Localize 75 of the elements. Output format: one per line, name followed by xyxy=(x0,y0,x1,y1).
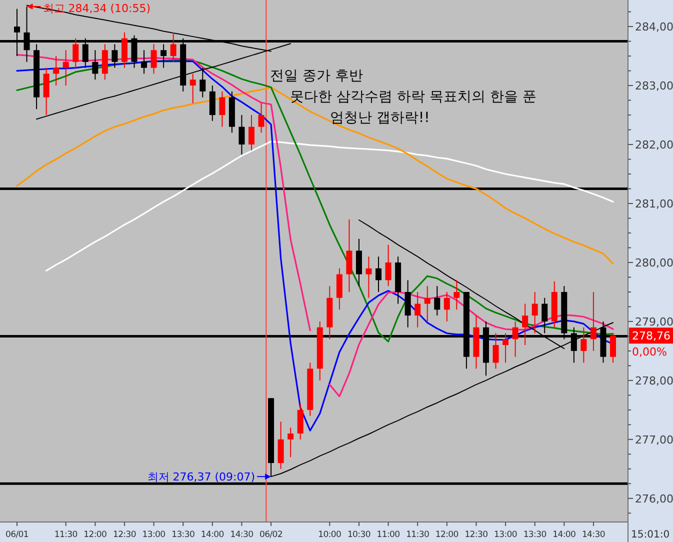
y-tick-label: 277,00 xyxy=(635,433,673,446)
x-tick-label: 13:00 xyxy=(142,530,166,540)
x-tick-label: 13:30 xyxy=(172,530,195,540)
candlestick xyxy=(53,56,60,86)
x-tick-label: 14:30 xyxy=(230,530,254,540)
x-tick-label: 11:30 xyxy=(54,530,78,540)
candlestick xyxy=(346,218,352,292)
candlestick xyxy=(219,90,226,128)
candlestick xyxy=(92,50,98,80)
x-tick-label: 14:30 xyxy=(582,530,605,540)
candlestick xyxy=(580,326,587,364)
x-tick-label: 10:30 xyxy=(347,530,370,540)
x-tick-label: 12:00 xyxy=(435,530,458,540)
candlestick xyxy=(190,73,196,104)
x-tick-label: 14:00 xyxy=(552,530,576,540)
candlestick xyxy=(141,50,148,74)
y-tick-label: 278,00 xyxy=(635,374,673,388)
x-tick-label: 11:00 xyxy=(376,530,400,540)
x-tick-label: 14:00 xyxy=(200,530,224,540)
x-tick-label: 12:30 xyxy=(112,530,136,540)
candlestick xyxy=(248,114,254,151)
candlestick xyxy=(590,291,596,352)
candlestick xyxy=(209,85,216,122)
annotation: 최저 276,37 (09:07) xyxy=(147,470,256,484)
candlestick xyxy=(492,332,499,370)
x-tick-label: 06/02 xyxy=(260,530,283,540)
y-tick-label: 281,00 xyxy=(635,197,673,210)
candlestick xyxy=(424,286,430,322)
candlestick xyxy=(522,303,528,346)
candlestick xyxy=(404,280,411,328)
candlestick xyxy=(72,38,79,68)
candlestick xyxy=(336,268,342,310)
y-tick-label: 276,00 xyxy=(635,492,673,506)
candlestick xyxy=(366,256,372,298)
x-tick-label: 11:30 xyxy=(406,530,430,540)
candlestick xyxy=(454,280,460,310)
candlestick xyxy=(532,291,538,334)
candlestick xyxy=(238,114,245,156)
candlestick xyxy=(502,332,509,364)
y-tick-label: 282,00 xyxy=(635,138,673,152)
candlestick xyxy=(376,256,382,292)
candlestick xyxy=(150,44,157,74)
x-tick-label: 10:00 xyxy=(318,530,342,540)
candlestick xyxy=(414,291,421,328)
candlestick xyxy=(444,291,450,322)
candlestick xyxy=(43,67,50,116)
line-series xyxy=(46,140,614,272)
candlestick xyxy=(102,44,108,80)
line-series xyxy=(16,86,614,264)
candlestick xyxy=(512,320,518,358)
candlestick xyxy=(297,404,304,440)
x-tick-label: 06/01 xyxy=(6,530,28,540)
candlestick xyxy=(170,32,176,62)
candlestick xyxy=(434,286,440,316)
candlestick xyxy=(356,238,362,287)
x-tick-label: 13:30 xyxy=(523,530,546,540)
candlestick xyxy=(385,244,392,287)
text: 0,00% xyxy=(632,345,667,358)
candlestick xyxy=(200,67,206,98)
x-tick-label: 12:00 xyxy=(84,530,107,540)
y-tick-label: 280,00 xyxy=(635,256,673,270)
candlestick xyxy=(121,32,128,68)
y-tick-label: 279,00 xyxy=(635,315,673,328)
x-tick-label: 13:00 xyxy=(494,530,518,540)
candlestick xyxy=(278,421,284,470)
annotation: 278,76 xyxy=(632,329,670,342)
y-tick-label: 284,00 xyxy=(635,20,673,34)
candlestick xyxy=(610,332,616,364)
x-tick-label: 12:30 xyxy=(464,530,488,540)
candlestick xyxy=(62,50,69,86)
candlestick xyxy=(258,102,264,134)
annotation: 전일 종가 후반 못다한 삼각수렴 하락 목표치의 한을 푼 엄청난 갭하락!! xyxy=(270,68,536,126)
y-tick-label: 283,00 xyxy=(635,79,673,92)
candlestick xyxy=(288,427,294,458)
text: 15:01:0 xyxy=(631,530,670,540)
